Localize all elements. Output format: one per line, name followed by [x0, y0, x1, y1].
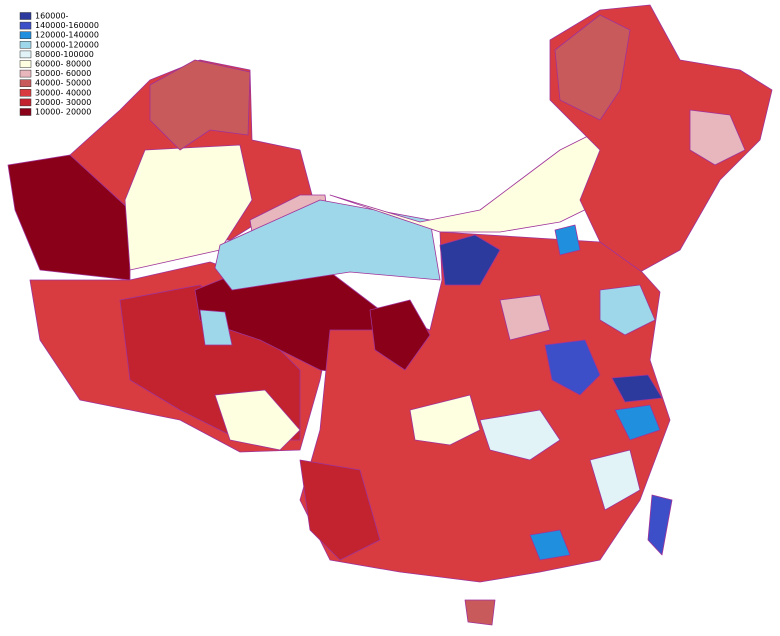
legend-label: 50000- 60000: [35, 69, 91, 78]
region: [554, 224, 581, 256]
region: [439, 234, 501, 286]
legend-label: 120000-140000: [35, 31, 99, 40]
legend-label: 160000-: [35, 12, 69, 21]
legend-swatch: [19, 50, 32, 59]
legend-swatch: [19, 89, 32, 97]
region: [599, 284, 656, 336]
region: [554, 14, 631, 121]
legend-swatch: [19, 21, 32, 30]
legend-swatch: [19, 98, 32, 107]
legend-swatch: [19, 41, 32, 49]
legend-swatch: [19, 79, 32, 87]
region: [647, 494, 673, 556]
region: [611, 374, 663, 403]
legend-label: 40000- 50000: [35, 79, 91, 88]
legend-label: 60000- 80000: [35, 60, 91, 69]
legend-label: 30000- 40000: [35, 88, 91, 97]
legend-swatch: [19, 60, 32, 68]
region: [589, 449, 641, 511]
region: [299, 231, 671, 583]
legend-label: 140000-160000: [35, 21, 99, 30]
region: [464, 599, 496, 626]
region: [369, 299, 431, 371]
legend-swatch: [19, 108, 32, 116]
region: [614, 404, 661, 441]
legend-label: 100000-120000: [35, 40, 99, 49]
region: [409, 394, 481, 446]
region: [299, 459, 381, 561]
region: [214, 199, 441, 291]
region: [689, 109, 746, 166]
region: [499, 294, 551, 341]
region: [544, 339, 601, 396]
region: [529, 529, 571, 561]
region: [214, 389, 301, 451]
legend-swatch: [19, 69, 32, 78]
legend-label: 20000- 30000: [35, 98, 91, 107]
region: [149, 59, 251, 151]
legend-swatch: [19, 12, 32, 20]
legend-label: 10000- 20000: [35, 108, 91, 117]
regions: [7, 4, 773, 626]
legend: 160000-140000-160000120000-140000100000-…: [19, 12, 99, 117]
legend-swatch: [19, 31, 32, 39]
region: [479, 409, 561, 461]
legend-label: 80000-100000: [35, 50, 94, 59]
region: [199, 309, 233, 346]
